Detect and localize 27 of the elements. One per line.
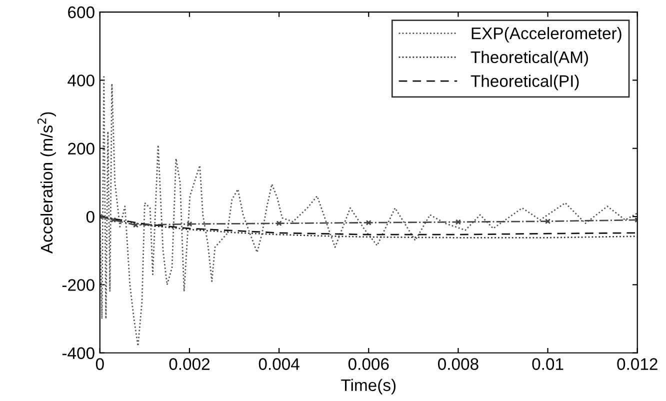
legend-label: EXP(Accelerometer) (472, 27, 622, 43)
x-tick-label: 0.012 (617, 358, 658, 370)
y-tick-label: 0 (86, 210, 94, 223)
x-tick-label: 0.008 (438, 358, 478, 370)
line-series (100, 76, 638, 347)
x-tick-label: 0 (96, 358, 104, 370)
y-tick-label: 200 (68, 142, 94, 155)
legend-label: Theoretical(PI) (470, 74, 579, 90)
point (276, 220, 282, 226)
y-tick-label: 400 (68, 74, 94, 86)
y-tick-label: -400 (62, 347, 94, 360)
x-tick-label: 0.006 (348, 358, 389, 370)
y-tick-label: -200 (62, 279, 94, 291)
legend-label: Theoretical(AM) (470, 50, 588, 66)
point (110, 217, 116, 223)
point (366, 220, 372, 226)
y-axis-title: Acceleration (m/s$^{2}$) (37, 112, 56, 254)
point (132, 222, 139, 228)
point (545, 218, 551, 224)
point (455, 219, 461, 225)
point (186, 221, 192, 227)
y-tick-label: 600 (68, 6, 94, 18)
line-series (100, 214, 638, 228)
x-tick-label: 0.01 (532, 358, 564, 370)
x-axis-title: Time(s) (341, 378, 396, 394)
x-tick-label: 0.004 (258, 358, 300, 370)
x-tick-label: 0.002 (169, 358, 210, 370)
